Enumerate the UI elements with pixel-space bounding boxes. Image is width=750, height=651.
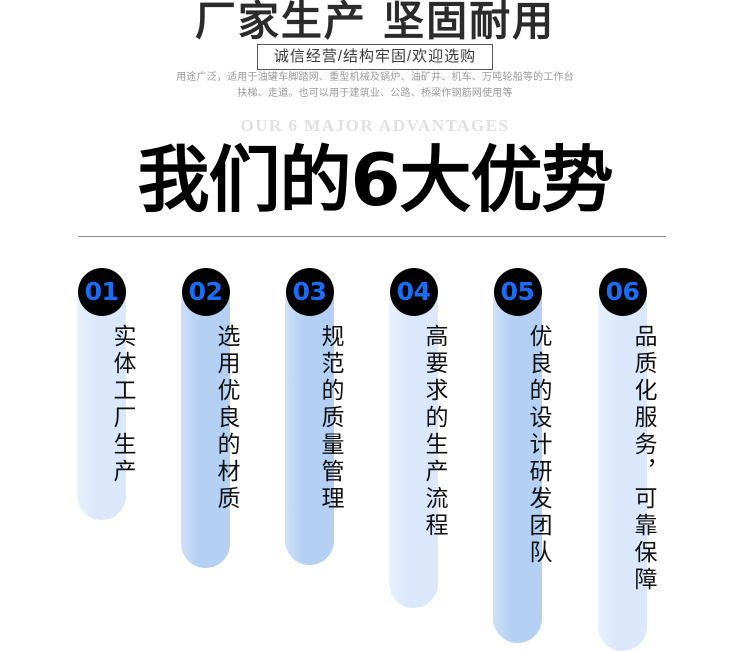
- description-line-2: 扶梯、走道。也可以用于建筑业、公路、桥梁作钢筋网使用等: [237, 88, 513, 99]
- advantage-badge-03: 03: [285, 268, 334, 316]
- advantage-label-02: 选用优良的材质: [213, 324, 239, 513]
- english-eyebrow: OUR 6 MAJOR ADVANTAGES: [240, 116, 510, 135]
- advantage-card-06[interactable]: 06 品质化服务，可靠保障: [598, 268, 656, 651]
- advantage-card-05[interactable]: 05 优良的设计研发团队: [493, 268, 551, 643]
- page-title: 厂家生产 坚固耐用: [194, 0, 556, 45]
- advantage-card-01[interactable]: 01 实体工厂生产: [77, 268, 135, 520]
- advantage-badge-06: 06: [598, 268, 647, 316]
- advantage-card-02[interactable]: 02 选用优良的材质: [181, 268, 239, 568]
- horizontal-divider: [78, 236, 666, 237]
- section-headline: 我们的6大优势: [137, 138, 613, 222]
- description-line-1: 用途广泛，适用于油罐车脚踏网、重型机械及锅炉、油矿井、机车、万吨轮船等的工作台: [176, 72, 574, 83]
- boxed-subtitle-wrapper: 诚信经营/结构牢固/欢迎选购: [0, 44, 750, 70]
- advantage-label-01: 实体工厂生产: [109, 324, 135, 486]
- description-block: 用途广泛，适用于油罐车脚踏网、重型机械及锅炉、油矿井、机车、万吨轮船等的工作台 …: [0, 70, 750, 102]
- advantage-badge-04: 04: [389, 268, 438, 316]
- advantage-card-04[interactable]: 04 高要求的生产流程: [389, 268, 447, 608]
- advantage-label-04: 高要求的生产流程: [421, 324, 447, 540]
- advantage-badge-02: 02: [181, 268, 230, 316]
- advantage-badge-01: 01: [77, 268, 126, 316]
- advantage-card-03[interactable]: 03 规范的质量管理: [285, 268, 343, 565]
- advantage-label-05: 优良的设计研发团队: [525, 324, 551, 567]
- boxed-subtitle: 诚信经营/结构牢固/欢迎选购: [256, 44, 494, 70]
- advantages-card-row: 01 实体工厂生产 02 选用优良的材质 03 规范的质量管理 04 高要求的生…: [77, 268, 677, 651]
- advantage-label-03: 规范的质量管理: [317, 324, 343, 513]
- advantage-badge-05: 05: [493, 268, 542, 316]
- advantage-label-06: 品质化服务，可靠保障: [630, 324, 656, 594]
